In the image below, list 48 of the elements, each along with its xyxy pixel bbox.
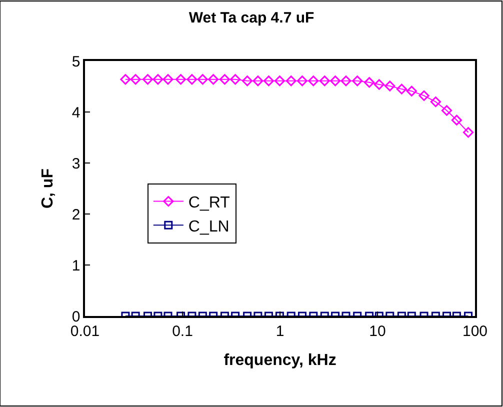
point — [352, 76, 363, 86]
point — [441, 105, 452, 116]
point — [130, 74, 141, 85]
y-tick-label: 4 — [72, 104, 80, 122]
point — [162, 74, 174, 85]
x-tick-label: 10 — [369, 322, 386, 340]
y-tick-label: 2 — [72, 206, 80, 224]
point — [418, 90, 430, 101]
point — [197, 74, 208, 85]
y-axis-title: C, uF — [39, 168, 56, 208]
x-tick-label: 100 — [462, 322, 488, 340]
y-tick-label: 0 — [72, 308, 80, 326]
point — [186, 74, 198, 85]
point — [430, 96, 441, 108]
point — [340, 76, 352, 86]
point — [451, 114, 462, 126]
point — [364, 77, 375, 88]
x-tick-label: 0.1 — [172, 322, 193, 340]
legend-label: C_RT — [188, 194, 230, 212]
point — [330, 76, 341, 86]
point — [396, 84, 407, 94]
x-axis-title: frequency, kHz — [224, 352, 336, 369]
point — [230, 74, 241, 85]
chart-title: Wet Ta cap 4.7 uF — [188, 10, 314, 27]
point — [175, 74, 186, 85]
point — [274, 76, 285, 86]
legend-label: C_LN — [188, 218, 230, 236]
x-tick-label: 0.01 — [70, 322, 100, 340]
point — [406, 86, 417, 96]
point — [384, 80, 396, 92]
y-tick-label: 5 — [72, 53, 80, 70]
point — [374, 79, 384, 90]
y-tick-label: 3 — [72, 155, 80, 172]
point — [263, 76, 274, 86]
point — [219, 74, 230, 85]
point — [319, 76, 330, 86]
point — [208, 74, 219, 85]
point — [462, 127, 474, 138]
x-tick-label: 1 — [276, 322, 284, 340]
point — [252, 76, 264, 86]
point — [308, 76, 319, 86]
point — [286, 76, 296, 86]
y-tick-label: 1 — [72, 257, 80, 274]
point — [296, 76, 308, 86]
point — [142, 74, 154, 85]
point — [120, 74, 131, 85]
point — [242, 76, 253, 86]
point — [152, 74, 164, 85]
